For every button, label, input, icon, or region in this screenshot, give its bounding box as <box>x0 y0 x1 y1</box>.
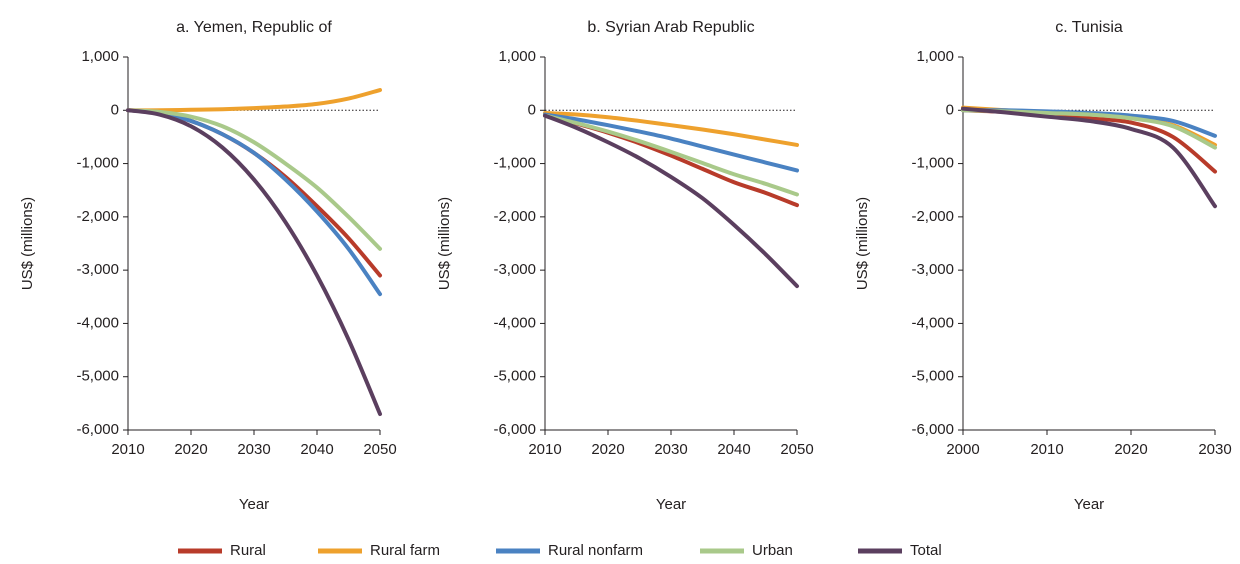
series-line <box>543 112 799 173</box>
x-axis-label: Year <box>656 496 686 513</box>
legend-label: Rural <box>230 542 266 559</box>
x-tick-label: 2010 <box>1030 441 1063 458</box>
y-tick-label: -2,000 <box>76 208 119 225</box>
x-tick-label: 2040 <box>717 441 750 458</box>
series-line <box>543 113 799 197</box>
x-tick-label: 2010 <box>528 441 561 458</box>
y-tick-label: -6,000 <box>911 421 954 438</box>
y-tick-label: -4,000 <box>76 314 119 331</box>
y-tick-label: 1,000 <box>498 48 536 65</box>
y-tick-label: -5,000 <box>911 368 954 385</box>
x-tick-label: 2050 <box>780 441 813 458</box>
x-tick-label: 2040 <box>300 441 333 458</box>
x-tick-label: 2020 <box>174 441 207 458</box>
y-tick-label: -1,000 <box>911 155 954 172</box>
x-axis-label: Year <box>1074 496 1104 513</box>
chart-title: b. Syrian Arab Republic <box>587 19 754 36</box>
y-tick-label: 1,000 <box>81 48 119 65</box>
y-tick-label: -3,000 <box>76 261 119 278</box>
series-line <box>126 108 382 417</box>
chart-title: c. Tunisia <box>1055 19 1123 36</box>
y-tick-label: 0 <box>528 101 536 118</box>
legend-label: Urban <box>752 542 793 559</box>
x-tick-label: 2030 <box>237 441 270 458</box>
chart-title: a. Yemen, Republic of <box>176 19 332 36</box>
legend-label: Total <box>910 542 942 559</box>
x-tick-label: 2020 <box>1114 441 1147 458</box>
y-tick-label: -4,000 <box>493 314 536 331</box>
y-tick-label: 0 <box>946 101 954 118</box>
y-tick-label: -5,000 <box>76 368 119 385</box>
x-tick-label: 2020 <box>591 441 624 458</box>
y-tick-label: -1,000 <box>76 155 119 172</box>
y-tick-label: -3,000 <box>493 261 536 278</box>
x-axis-label: Year <box>239 496 269 513</box>
y-tick-label: -3,000 <box>911 261 954 278</box>
y-axis-label: US$ (millions) <box>19 197 36 290</box>
y-tick-label: 0 <box>111 101 119 118</box>
y-tick-label: -2,000 <box>493 208 536 225</box>
y-tick-label: -6,000 <box>493 421 536 438</box>
series-line <box>126 108 382 297</box>
y-tick-label: -5,000 <box>493 368 536 385</box>
y-tick-label: -4,000 <box>911 314 954 331</box>
legend-label: Rural nonfarm <box>548 542 643 559</box>
series-line <box>543 110 799 147</box>
series-line <box>543 113 799 289</box>
series-line <box>126 108 382 251</box>
y-axis-label: US$ (millions) <box>854 197 871 290</box>
y-tick-label: -2,000 <box>911 208 954 225</box>
series-line <box>126 88 382 113</box>
series-line <box>961 106 1217 209</box>
y-tick-label: 1,000 <box>916 48 954 65</box>
y-tick-label: -1,000 <box>493 155 536 172</box>
x-tick-label: 2000 <box>946 441 979 458</box>
legend-label: Rural farm <box>370 542 440 559</box>
x-tick-label: 2050 <box>363 441 396 458</box>
x-tick-label: 2030 <box>1198 441 1231 458</box>
y-tick-label: -6,000 <box>76 421 119 438</box>
series-line <box>126 108 382 278</box>
y-axis-label: US$ (millions) <box>436 197 453 290</box>
x-tick-label: 2030 <box>654 441 687 458</box>
x-tick-label: 2010 <box>111 441 144 458</box>
